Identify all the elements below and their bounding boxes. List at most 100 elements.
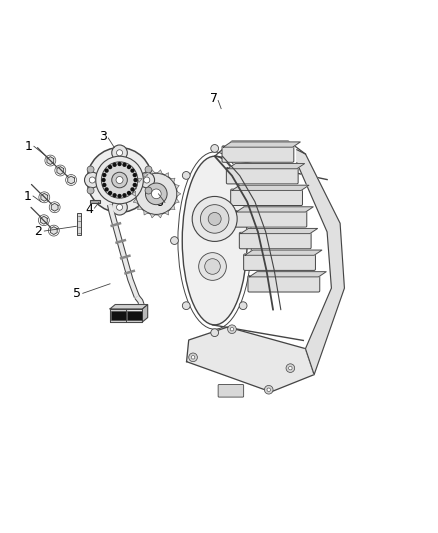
- Circle shape: [127, 165, 131, 169]
- Polygon shape: [50, 227, 57, 235]
- Circle shape: [87, 166, 94, 173]
- Polygon shape: [57, 167, 64, 174]
- Circle shape: [230, 327, 234, 331]
- Polygon shape: [40, 216, 47, 224]
- Text: 1: 1: [25, 140, 33, 153]
- Polygon shape: [177, 191, 181, 196]
- Circle shape: [117, 194, 122, 198]
- Circle shape: [265, 385, 273, 394]
- Polygon shape: [110, 309, 142, 322]
- Text: 1: 1: [24, 190, 32, 203]
- Text: 5: 5: [73, 287, 81, 300]
- Circle shape: [96, 156, 143, 204]
- Circle shape: [144, 177, 150, 183]
- Circle shape: [117, 150, 123, 156]
- FancyBboxPatch shape: [239, 232, 311, 249]
- Circle shape: [145, 183, 167, 205]
- Polygon shape: [150, 214, 155, 218]
- Circle shape: [127, 191, 131, 195]
- Circle shape: [131, 187, 134, 191]
- Polygon shape: [170, 178, 175, 182]
- Polygon shape: [110, 304, 148, 309]
- Circle shape: [102, 173, 106, 177]
- FancyBboxPatch shape: [111, 311, 126, 320]
- Circle shape: [133, 183, 137, 187]
- FancyBboxPatch shape: [244, 254, 315, 270]
- Polygon shape: [236, 207, 313, 212]
- Circle shape: [286, 364, 295, 373]
- Polygon shape: [68, 176, 74, 184]
- Polygon shape: [223, 142, 300, 147]
- Polygon shape: [249, 272, 326, 277]
- FancyBboxPatch shape: [90, 200, 100, 203]
- Circle shape: [228, 325, 236, 334]
- Circle shape: [208, 213, 221, 225]
- Circle shape: [192, 197, 237, 241]
- Circle shape: [85, 172, 100, 188]
- Circle shape: [112, 145, 127, 160]
- Circle shape: [116, 176, 123, 183]
- Circle shape: [104, 187, 109, 191]
- Circle shape: [135, 173, 177, 215]
- Circle shape: [239, 172, 247, 179]
- Circle shape: [108, 165, 112, 169]
- Polygon shape: [297, 150, 344, 375]
- Text: 3: 3: [99, 130, 107, 143]
- Circle shape: [117, 162, 122, 166]
- Polygon shape: [133, 198, 138, 203]
- Circle shape: [113, 163, 117, 167]
- Polygon shape: [47, 157, 54, 165]
- Circle shape: [251, 237, 259, 245]
- Circle shape: [87, 187, 94, 194]
- Circle shape: [182, 302, 190, 310]
- FancyBboxPatch shape: [226, 167, 298, 184]
- Circle shape: [113, 193, 117, 197]
- Circle shape: [199, 253, 226, 280]
- Polygon shape: [164, 211, 169, 215]
- Polygon shape: [138, 178, 142, 182]
- Circle shape: [211, 144, 219, 152]
- Circle shape: [87, 148, 152, 213]
- Circle shape: [152, 189, 161, 199]
- Polygon shape: [170, 205, 175, 209]
- Circle shape: [211, 329, 219, 336]
- Circle shape: [170, 237, 178, 245]
- Text: 4: 4: [85, 203, 93, 216]
- Polygon shape: [150, 169, 155, 174]
- Polygon shape: [240, 229, 318, 233]
- Polygon shape: [164, 173, 169, 177]
- Text: 2: 2: [34, 224, 42, 238]
- Circle shape: [145, 187, 152, 194]
- FancyBboxPatch shape: [77, 213, 81, 236]
- Circle shape: [145, 166, 152, 173]
- Circle shape: [117, 204, 123, 211]
- Polygon shape: [157, 169, 162, 174]
- Circle shape: [289, 366, 292, 370]
- FancyBboxPatch shape: [222, 146, 294, 162]
- Text: 7: 7: [210, 92, 218, 105]
- Circle shape: [101, 162, 138, 198]
- FancyBboxPatch shape: [235, 211, 307, 227]
- Circle shape: [267, 388, 270, 391]
- Text: 6: 6: [155, 196, 163, 209]
- FancyBboxPatch shape: [127, 311, 141, 320]
- Polygon shape: [187, 327, 314, 392]
- Polygon shape: [157, 214, 162, 218]
- Circle shape: [122, 163, 127, 167]
- Circle shape: [205, 259, 220, 274]
- Polygon shape: [142, 304, 148, 322]
- Polygon shape: [175, 198, 179, 203]
- Polygon shape: [232, 185, 309, 190]
- Circle shape: [108, 191, 112, 195]
- Polygon shape: [132, 191, 136, 196]
- Circle shape: [102, 183, 106, 187]
- FancyBboxPatch shape: [218, 384, 244, 397]
- Polygon shape: [245, 250, 322, 255]
- Circle shape: [133, 173, 137, 177]
- Circle shape: [239, 302, 247, 310]
- Circle shape: [191, 356, 195, 359]
- Circle shape: [134, 178, 138, 182]
- Circle shape: [104, 168, 109, 173]
- Polygon shape: [144, 211, 148, 215]
- Polygon shape: [138, 205, 142, 209]
